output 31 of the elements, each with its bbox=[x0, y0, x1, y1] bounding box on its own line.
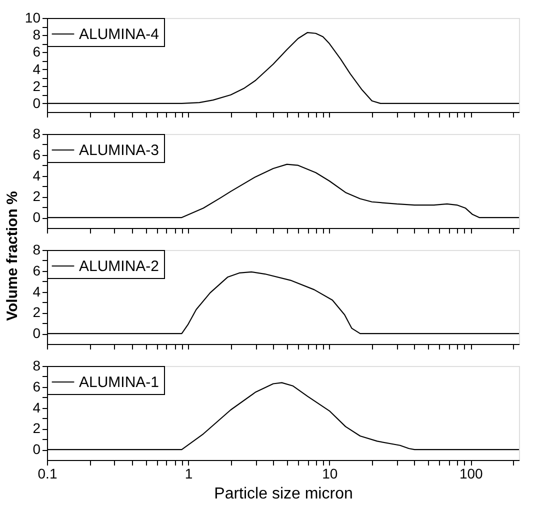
y-tick-label: 0 bbox=[32, 94, 41, 111]
y-tick-label: 4 bbox=[32, 399, 41, 416]
x-tick-label: 10 bbox=[322, 466, 338, 482]
y-tick-label: 10 bbox=[24, 10, 41, 26]
legend-label: ALUMINA-3 bbox=[79, 142, 160, 159]
y-tick-label: 8 bbox=[32, 126, 41, 142]
y-tick-label: 4 bbox=[32, 283, 41, 300]
x-tick-label: 1 bbox=[184, 466, 193, 482]
legend-label: ALUMINA-2 bbox=[79, 258, 160, 275]
y-tick-label: 2 bbox=[32, 304, 41, 320]
legend-label: ALUMINA-4 bbox=[79, 26, 160, 43]
y-tick-label: 0 bbox=[32, 325, 41, 342]
x-axis-title: Particle size micron bbox=[214, 486, 353, 502]
y-axis-title: Volume fraction % bbox=[4, 191, 21, 321]
y-tick-label: 0 bbox=[32, 441, 41, 458]
y-tick-label: 6 bbox=[32, 262, 41, 278]
y-tick-label: 2 bbox=[32, 188, 41, 204]
x-tick-label: 100 bbox=[459, 466, 484, 482]
y-tick-label: 2 bbox=[32, 78, 41, 94]
y-tick-label: 6 bbox=[32, 44, 41, 60]
y-tick-label: 2 bbox=[32, 420, 41, 436]
legend-label: ALUMINA-1 bbox=[79, 374, 160, 391]
y-tick-label: 4 bbox=[32, 167, 41, 184]
y-tick-label: 8 bbox=[32, 26, 41, 43]
y-tick-label: 6 bbox=[32, 378, 41, 394]
y-tick-label: 6 bbox=[32, 146, 41, 162]
y-tick-label: 8 bbox=[32, 358, 41, 374]
x-tick-label: 0.1 bbox=[38, 466, 58, 482]
y-tick-label: 8 bbox=[32, 242, 41, 258]
y-tick-label: 0 bbox=[32, 209, 41, 226]
y-tick-label: 4 bbox=[32, 60, 41, 77]
